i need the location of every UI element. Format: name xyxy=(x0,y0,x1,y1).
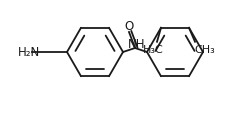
Text: NH: NH xyxy=(128,37,146,51)
Text: H₃C: H₃C xyxy=(143,45,163,55)
Text: CH₃: CH₃ xyxy=(195,45,215,55)
Text: H₂N: H₂N xyxy=(18,46,40,59)
Text: O: O xyxy=(124,20,134,34)
